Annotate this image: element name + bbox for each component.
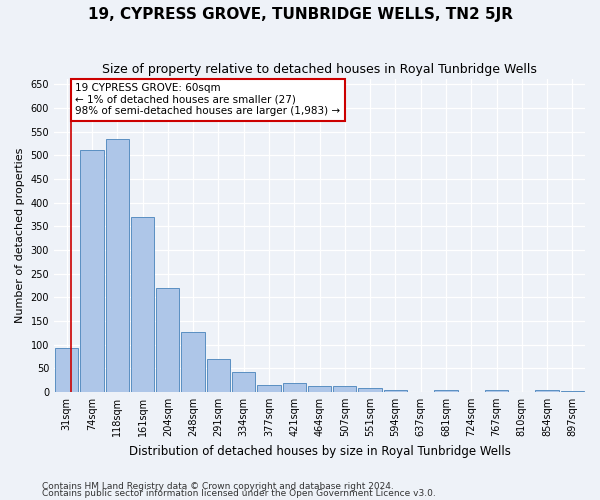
Text: 19 CYPRESS GROVE: 60sqm
← 1% of detached houses are smaller (27)
98% of semi-det: 19 CYPRESS GROVE: 60sqm ← 1% of detached… [75, 83, 340, 116]
Bar [232, 372, 256, 392]
Bar [308, 386, 331, 392]
Bar [333, 386, 356, 392]
Bar [181, 332, 205, 392]
Bar [485, 390, 508, 392]
Text: Contains public sector information licensed under the Open Government Licence v3: Contains public sector information licen… [42, 490, 436, 498]
Y-axis label: Number of detached properties: Number of detached properties [15, 148, 25, 324]
Bar [434, 390, 458, 392]
X-axis label: Distribution of detached houses by size in Royal Tunbridge Wells: Distribution of detached houses by size … [128, 444, 511, 458]
Bar [535, 390, 559, 392]
Bar [80, 150, 104, 392]
Bar [384, 390, 407, 392]
Bar [561, 390, 584, 392]
Bar [131, 216, 154, 392]
Bar [283, 383, 306, 392]
Bar [106, 138, 129, 392]
Bar [358, 388, 382, 392]
Title: Size of property relative to detached houses in Royal Tunbridge Wells: Size of property relative to detached ho… [102, 62, 537, 76]
Bar [257, 385, 281, 392]
Bar [156, 288, 179, 392]
Text: 19, CYPRESS GROVE, TUNBRIDGE WELLS, TN2 5JR: 19, CYPRESS GROVE, TUNBRIDGE WELLS, TN2 … [88, 8, 512, 22]
Bar [207, 359, 230, 392]
Bar [55, 348, 79, 392]
Text: Contains HM Land Registry data © Crown copyright and database right 2024.: Contains HM Land Registry data © Crown c… [42, 482, 394, 491]
